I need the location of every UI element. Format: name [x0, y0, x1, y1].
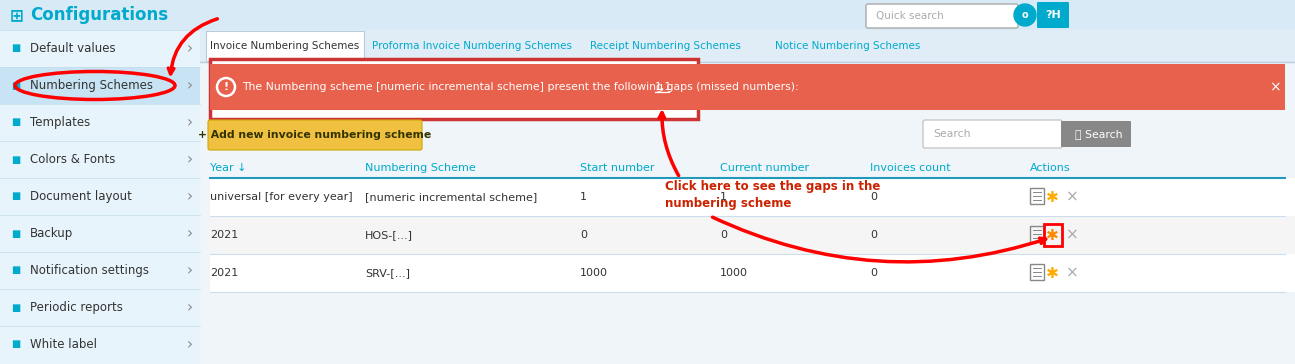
Text: Colors & Fonts: Colors & Fonts	[30, 153, 115, 166]
Text: ■: ■	[12, 44, 21, 54]
Text: ×: ×	[1066, 190, 1079, 205]
FancyBboxPatch shape	[866, 4, 1018, 28]
FancyBboxPatch shape	[1061, 121, 1131, 147]
Text: Numbering Scheme: Numbering Scheme	[365, 163, 475, 173]
Text: ›: ›	[186, 300, 193, 315]
FancyBboxPatch shape	[210, 178, 1295, 216]
Text: 1: 1	[580, 192, 587, 202]
Text: Document layout: Document layout	[30, 190, 132, 203]
Text: ■: ■	[12, 340, 21, 349]
Text: Receipt Numbering Schemes: Receipt Numbering Schemes	[591, 41, 741, 51]
FancyBboxPatch shape	[210, 254, 1295, 292]
Text: Search: Search	[932, 129, 970, 139]
Text: Templates: Templates	[30, 116, 91, 129]
Text: ■: ■	[12, 191, 21, 202]
Text: ■: ■	[12, 118, 21, 127]
FancyBboxPatch shape	[210, 59, 698, 119]
Text: o: o	[1022, 11, 1028, 20]
Text: 1: 1	[720, 192, 726, 202]
Text: Default values: Default values	[30, 42, 115, 55]
Text: Current number: Current number	[720, 163, 809, 173]
Text: !: !	[224, 82, 228, 92]
FancyBboxPatch shape	[199, 30, 1295, 364]
Text: ›: ›	[186, 41, 193, 56]
FancyBboxPatch shape	[208, 120, 422, 150]
Text: ›: ›	[186, 78, 193, 93]
Text: ■: ■	[12, 302, 21, 313]
Text: 0: 0	[720, 230, 726, 240]
Text: Notification settings: Notification settings	[30, 264, 149, 277]
Text: HOS-[...]: HOS-[...]	[365, 230, 413, 240]
Text: Start number: Start number	[580, 163, 654, 173]
Text: ■: ■	[12, 154, 21, 165]
Text: ×: ×	[1066, 265, 1079, 281]
Text: ✱: ✱	[1045, 265, 1058, 281]
Text: ■: ■	[12, 265, 21, 276]
Text: ›: ›	[186, 115, 193, 130]
Text: 1,1: 1,1	[655, 82, 672, 92]
Text: ✱: ✱	[1045, 190, 1058, 205]
Circle shape	[1014, 4, 1036, 26]
Text: 1000: 1000	[580, 268, 607, 278]
Text: Backup: Backup	[30, 227, 74, 240]
FancyBboxPatch shape	[206, 31, 364, 61]
Text: ×: ×	[1269, 80, 1281, 94]
Text: + Add new invoice numbering scheme: + Add new invoice numbering scheme	[198, 130, 431, 140]
FancyBboxPatch shape	[210, 64, 1285, 110]
FancyBboxPatch shape	[1037, 2, 1068, 28]
Text: White label: White label	[30, 338, 97, 351]
Text: The Numbering scheme [numeric incremental scheme] present the following gaps (mi: The Numbering scheme [numeric incrementa…	[242, 82, 802, 92]
Text: universal [for every year]: universal [for every year]	[210, 192, 352, 202]
Text: Notice Numbering Schemes: Notice Numbering Schemes	[774, 41, 921, 51]
Text: Invoices count: Invoices count	[870, 163, 951, 173]
Text: 0: 0	[870, 230, 877, 240]
Text: ›: ›	[186, 226, 193, 241]
Text: 0: 0	[870, 268, 877, 278]
Text: 0: 0	[870, 192, 877, 202]
Text: Invoice Numbering Schemes: Invoice Numbering Schemes	[210, 41, 360, 51]
Text: Numbering Schemes: Numbering Schemes	[30, 79, 153, 92]
Text: 2021: 2021	[210, 268, 238, 278]
Text: ✱: ✱	[1045, 228, 1058, 242]
Text: Year ↓: Year ↓	[210, 163, 246, 173]
Text: Periodic reports: Periodic reports	[30, 301, 123, 314]
Text: ■: ■	[12, 229, 21, 238]
Text: ?H: ?H	[1045, 10, 1061, 20]
Text: 2021: 2021	[210, 230, 238, 240]
Text: ×: ×	[1066, 228, 1079, 242]
FancyBboxPatch shape	[199, 30, 1295, 62]
FancyBboxPatch shape	[923, 120, 1062, 148]
Text: [numeric incremental scheme]: [numeric incremental scheme]	[365, 192, 537, 202]
Text: ›: ›	[186, 337, 193, 352]
Text: Configurations: Configurations	[30, 6, 168, 24]
Text: ⊞: ⊞	[10, 6, 23, 24]
Text: Proforma Invoice Numbering Schemes: Proforma Invoice Numbering Schemes	[372, 41, 572, 51]
Text: ■: ■	[12, 80, 21, 91]
Text: Quick search: Quick search	[875, 11, 944, 21]
FancyBboxPatch shape	[0, 67, 199, 104]
FancyBboxPatch shape	[0, 0, 1295, 30]
Text: Actions: Actions	[1030, 163, 1071, 173]
Text: 1000: 1000	[720, 268, 749, 278]
Text: Click here to see the gaps in the
numbering scheme: Click here to see the gaps in the number…	[666, 180, 881, 210]
Text: ›: ›	[186, 189, 193, 204]
FancyBboxPatch shape	[210, 216, 1295, 254]
Text: ›: ›	[186, 152, 193, 167]
Text: SRV-[...]: SRV-[...]	[365, 268, 411, 278]
FancyBboxPatch shape	[0, 30, 199, 364]
Text: 0: 0	[580, 230, 587, 240]
Text: ⌕ Search: ⌕ Search	[1075, 129, 1123, 139]
Text: ›: ›	[186, 263, 193, 278]
